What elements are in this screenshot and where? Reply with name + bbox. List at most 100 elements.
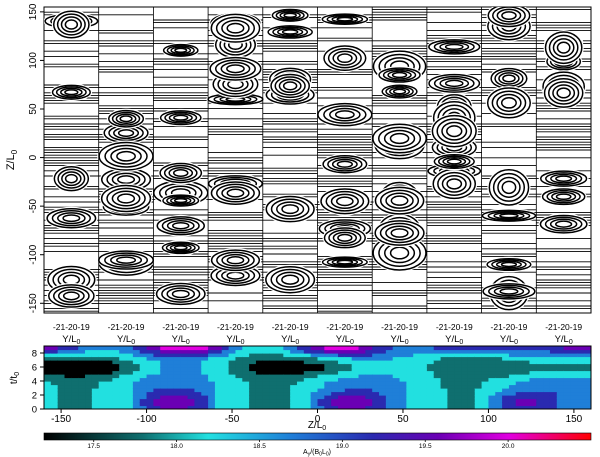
heatmap-cell (214, 363, 223, 368)
heatmap-cell (214, 381, 223, 386)
heatmap-cell (570, 360, 578, 365)
heatmap-cell (44, 384, 52, 389)
heatmap-cell (235, 384, 243, 389)
contour-line (389, 87, 411, 96)
heatmap-cell (269, 384, 278, 389)
heatmap-cell (208, 356, 216, 361)
heatmap-cell (221, 388, 230, 393)
heatmap-cell (399, 346, 407, 351)
heatmap-cell (126, 395, 134, 400)
heatmap-cell (283, 388, 291, 393)
heatmap-cell (584, 353, 591, 358)
heatmap-cell (160, 391, 168, 396)
heatmap-cell (392, 384, 401, 389)
heatmap-cell (64, 405, 72, 409)
heatmap-cell (64, 374, 72, 379)
heatmap-cell (119, 402, 127, 407)
heatmap-cell (351, 349, 360, 354)
heatmap-cell (508, 388, 517, 393)
heatmap-cell (433, 381, 442, 386)
heatmap-cell (126, 367, 134, 372)
heatmap-cell (71, 388, 79, 393)
heatmap-cell (310, 381, 319, 386)
contour-y-tick-label: 0 (28, 154, 39, 160)
heatmap-cell (112, 356, 120, 361)
heatmap-cell (249, 349, 257, 354)
heatmap-cell (180, 388, 189, 393)
heatmap-cell (208, 349, 216, 354)
contour-line (385, 85, 414, 98)
contour-line (433, 75, 475, 91)
heatmap-cell (502, 360, 510, 365)
heatmap-cell (385, 398, 394, 403)
heatmap-cell (146, 353, 154, 358)
heatmap-cell (105, 402, 113, 407)
heatmap-cell (283, 384, 291, 389)
heatmap-cell (214, 353, 223, 358)
heatmap-cell (577, 353, 585, 358)
heatmap-cell (228, 349, 237, 354)
heatmap-cell (187, 381, 196, 386)
heatmap-cell (71, 405, 79, 409)
heatmap-cell (399, 384, 407, 389)
contour-line (221, 253, 250, 267)
heatmap-cell (255, 374, 264, 379)
heatmap-cell (119, 346, 127, 351)
heatmap-cell (351, 391, 360, 396)
contour-line (379, 222, 420, 244)
contour-line (173, 245, 188, 251)
heatmap-y-tick-label: 4 (32, 377, 37, 388)
heatmap-cell (85, 395, 93, 400)
heatmap-cell (255, 384, 264, 389)
heatmap-cell (221, 367, 230, 372)
heatmap-cell (228, 356, 237, 361)
heatmap-cell (105, 363, 113, 368)
heatmap-cell (440, 360, 449, 365)
heatmap-cell (167, 363, 175, 368)
heatmap-cell (153, 363, 161, 368)
heatmap-cell (235, 374, 243, 379)
heatmap-cell (488, 374, 496, 379)
heatmap-cell (399, 367, 407, 372)
contour-line (539, 170, 588, 187)
contour-line (57, 288, 85, 303)
heatmap-cell (194, 391, 202, 396)
contour-line (278, 78, 302, 94)
heatmap-cell (112, 377, 120, 382)
contour-line (487, 210, 531, 221)
heatmap-cell (214, 384, 223, 389)
heatmap-cell (85, 374, 93, 379)
heatmap-cell (426, 402, 435, 407)
heatmap-cell (276, 360, 284, 365)
contour-line (57, 212, 86, 225)
heatmap-cell (269, 381, 278, 386)
heatmap-cell (64, 395, 72, 400)
heatmap-cell (372, 381, 380, 386)
heatmap-cell (57, 398, 66, 403)
heatmap-cell (139, 349, 148, 354)
heatmap-cell (50, 395, 59, 400)
contour-line (323, 45, 367, 72)
heatmap-cell (221, 363, 230, 368)
heatmap-cell (290, 398, 298, 403)
contour-line (329, 107, 361, 122)
heatmap-cell (331, 363, 339, 368)
heatmap-cell (269, 349, 278, 354)
heatmap-cell (461, 349, 469, 354)
heatmap-cell (71, 349, 79, 354)
heatmap-cell (536, 391, 544, 396)
heatmap-cell (529, 374, 537, 379)
heatmap-cell (78, 391, 86, 396)
heatmap-cell (78, 388, 86, 393)
heatmap-cell (98, 367, 107, 372)
heatmap-cell (515, 384, 524, 389)
heatmap-cell (296, 356, 305, 361)
colorbar-tick-label: 17.5 (87, 443, 100, 450)
heatmap-cell (515, 395, 524, 400)
heatmap-cell (392, 367, 401, 372)
heatmap-cell (372, 346, 380, 351)
heatmap-cell (420, 381, 428, 386)
heatmap-cell (235, 370, 243, 375)
heatmap-cell (194, 353, 202, 358)
